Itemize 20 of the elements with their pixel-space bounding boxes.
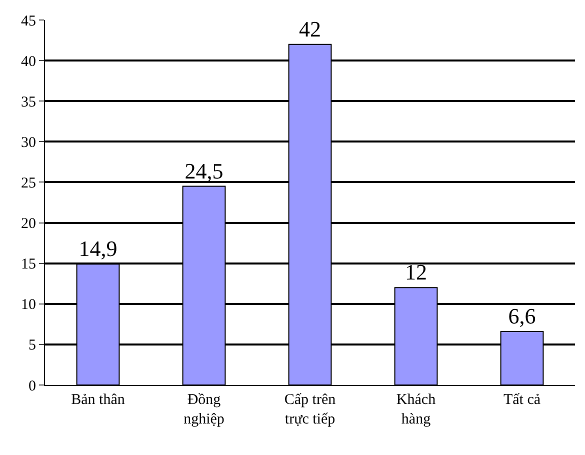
y-tick-label: 5 bbox=[28, 338, 36, 354]
y-tick-label: 10 bbox=[21, 297, 36, 314]
y-tick-label: 20 bbox=[21, 216, 36, 232]
y-tick-label: 35 bbox=[21, 94, 36, 110]
data-label: 24,5 bbox=[184, 158, 224, 184]
y-tick-label: 40 bbox=[21, 54, 36, 70]
y-tick-label: 30 bbox=[21, 134, 36, 151]
y-tick-label: 15 bbox=[21, 256, 36, 273]
x-tick-label: Đồng nghiệp bbox=[184, 392, 224, 428]
x-tick-label: Cấp trên trực tiếp bbox=[284, 392, 336, 428]
x-tick-label: Khách hàng bbox=[396, 392, 436, 428]
data-label: 12 bbox=[405, 260, 427, 285]
x-tick-label: Bản thân bbox=[71, 392, 126, 408]
data-label: 42 bbox=[299, 16, 321, 42]
y-tick-label: 25 bbox=[21, 175, 36, 192]
y-tick-label: 0 bbox=[28, 378, 36, 394]
data-label: 6,6 bbox=[508, 303, 536, 328]
data-label: 14,9 bbox=[78, 236, 118, 262]
x-tick-label: Tất cả bbox=[503, 392, 541, 408]
y-tick-label: 45 bbox=[21, 13, 36, 30]
